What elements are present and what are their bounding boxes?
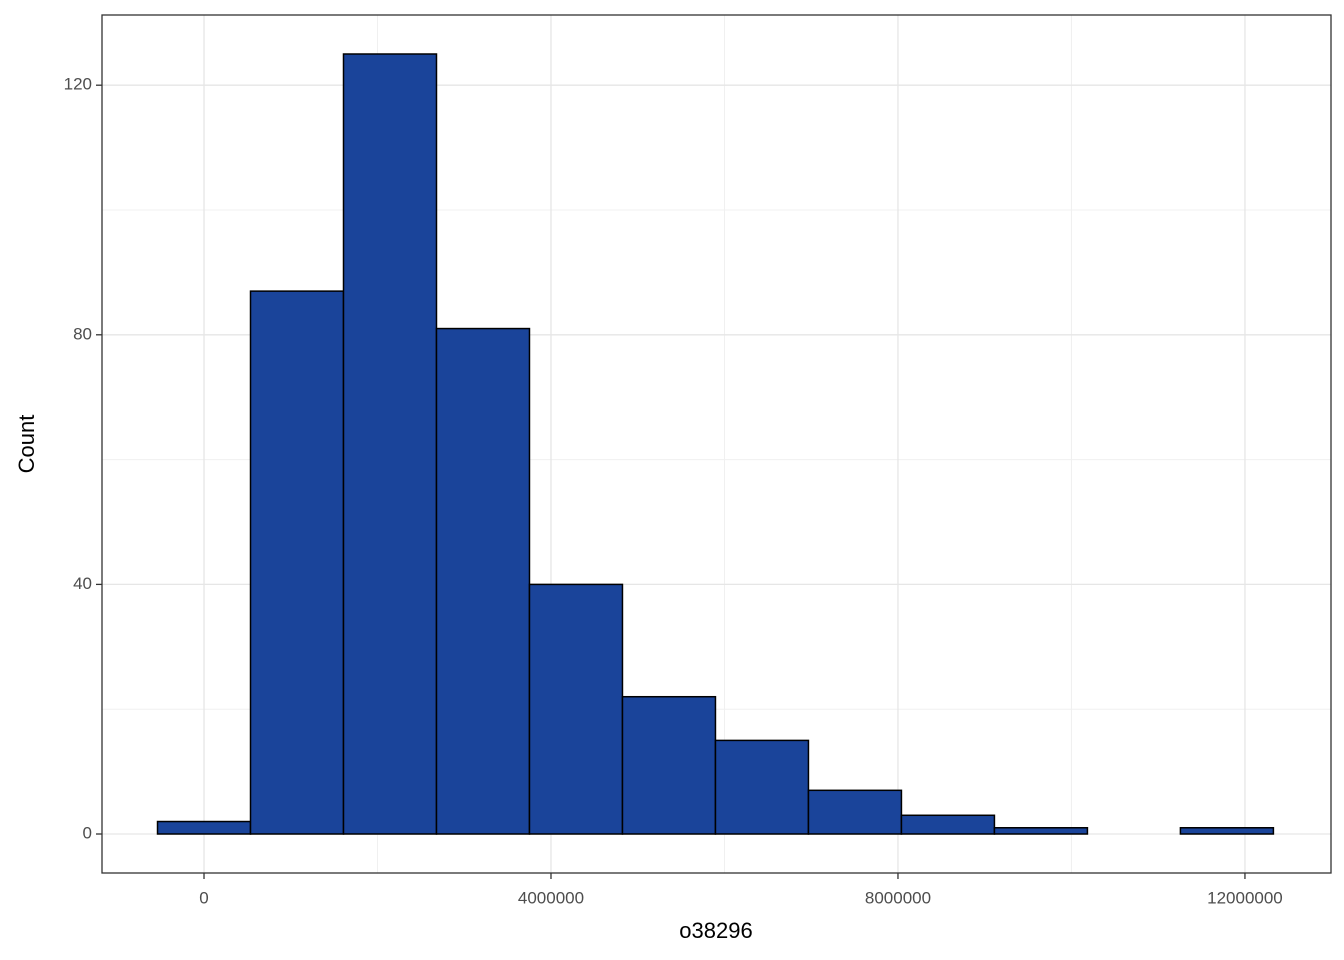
bar [807,789,903,835]
bar [993,827,1089,835]
bar [621,695,717,835]
y-tick-label: 80 [73,324,92,343]
bar [249,290,345,835]
bar [156,820,252,835]
x-tick-label: 8000000 [865,888,931,907]
y-tick-label: 40 [73,574,92,593]
y-tick-label: 120 [64,75,92,94]
y-axis-title: Count [14,415,39,474]
y-tick-label: 0 [83,823,92,842]
x-tick-label: 0 [199,888,208,907]
bar [528,583,624,835]
x-tick-label: 12000000 [1207,888,1283,907]
bar [1179,827,1275,835]
bar [342,53,438,835]
x-axis-title: o38296 [679,918,752,943]
bar [900,814,996,835]
panel-border [101,14,1332,874]
bar [435,327,531,835]
x-tick-label: 4000000 [518,888,584,907]
bar [714,739,810,835]
